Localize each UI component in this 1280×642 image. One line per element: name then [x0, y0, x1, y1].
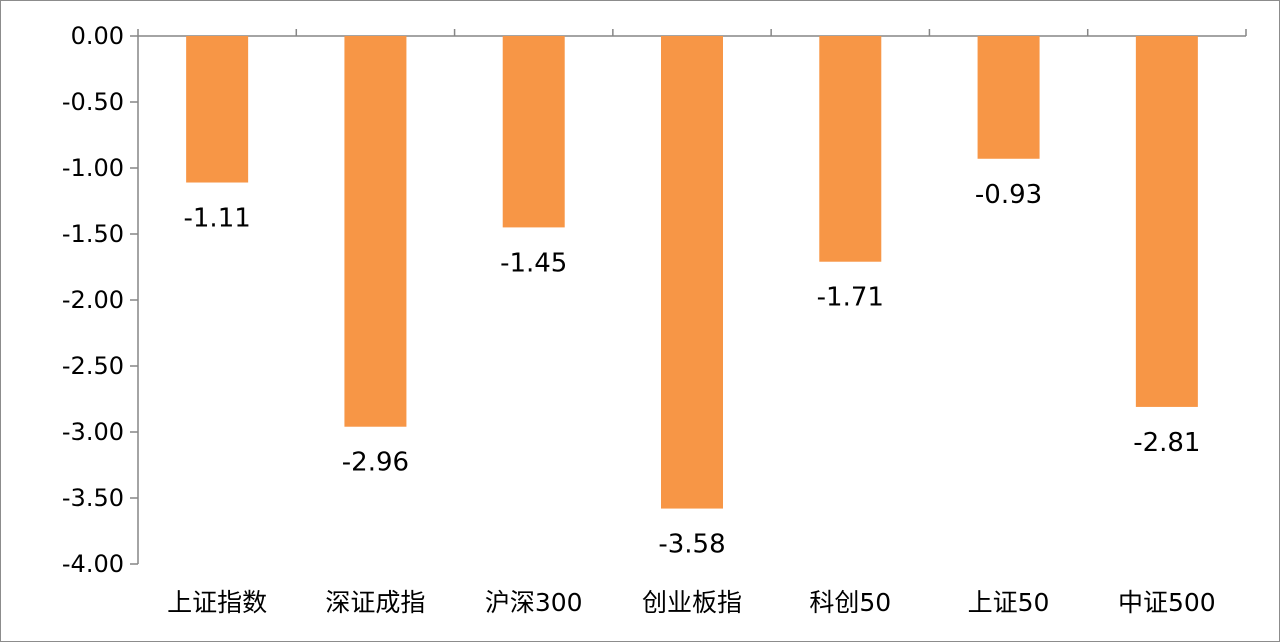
y-tick-label: 0.00: [71, 22, 124, 50]
bar: [819, 36, 882, 262]
bars: [186, 36, 1198, 509]
bar: [1135, 36, 1198, 407]
category-label: 创业板指: [642, 588, 742, 617]
y-tick-label: -3.50: [62, 484, 124, 512]
data-label: -1.45: [500, 248, 567, 278]
data-label: -1.71: [817, 283, 884, 313]
y-tick-label: -1.50: [62, 220, 124, 248]
category-label: 上证50: [968, 588, 1050, 617]
category-label: 深证成指: [325, 588, 425, 617]
bar: [502, 36, 565, 228]
data-label: -0.93: [975, 180, 1042, 210]
bar: [661, 36, 723, 509]
category-label: 中证500: [1118, 588, 1216, 617]
y-tick-label: -0.50: [62, 88, 124, 116]
y-axis: 0.00 -0.50 -1.00 -1.50 -2.00 -2.50 -3.00 -3.50 -…: [62, 22, 1247, 578]
category-label: 沪深300: [485, 588, 583, 617]
category-labels: 上证指数 深证成指 沪深300 创业板指 科创50 上证50 中证500: [167, 588, 1216, 617]
y-tick-label: -2.00: [62, 286, 124, 314]
data-labels: -1.11 -2.96 -1.45 -3.58 -1.71 -0.93 -2.81: [184, 180, 1201, 560]
data-label: -3.58: [658, 530, 725, 560]
category-label: 上证指数: [167, 588, 267, 617]
category-label: 科创50: [809, 588, 891, 617]
y-tick-label: -1.00: [62, 154, 124, 182]
data-label: -2.96: [342, 448, 409, 478]
data-label: -2.81: [1133, 428, 1200, 458]
bar: [977, 36, 1040, 159]
y-tick-label: -4.00: [62, 550, 124, 578]
bar: [186, 36, 249, 183]
y-tick-label: -2.50: [62, 352, 124, 380]
y-tick-label: -3.00: [62, 418, 124, 446]
bar: [344, 36, 407, 427]
data-label: -1.11: [184, 204, 251, 234]
